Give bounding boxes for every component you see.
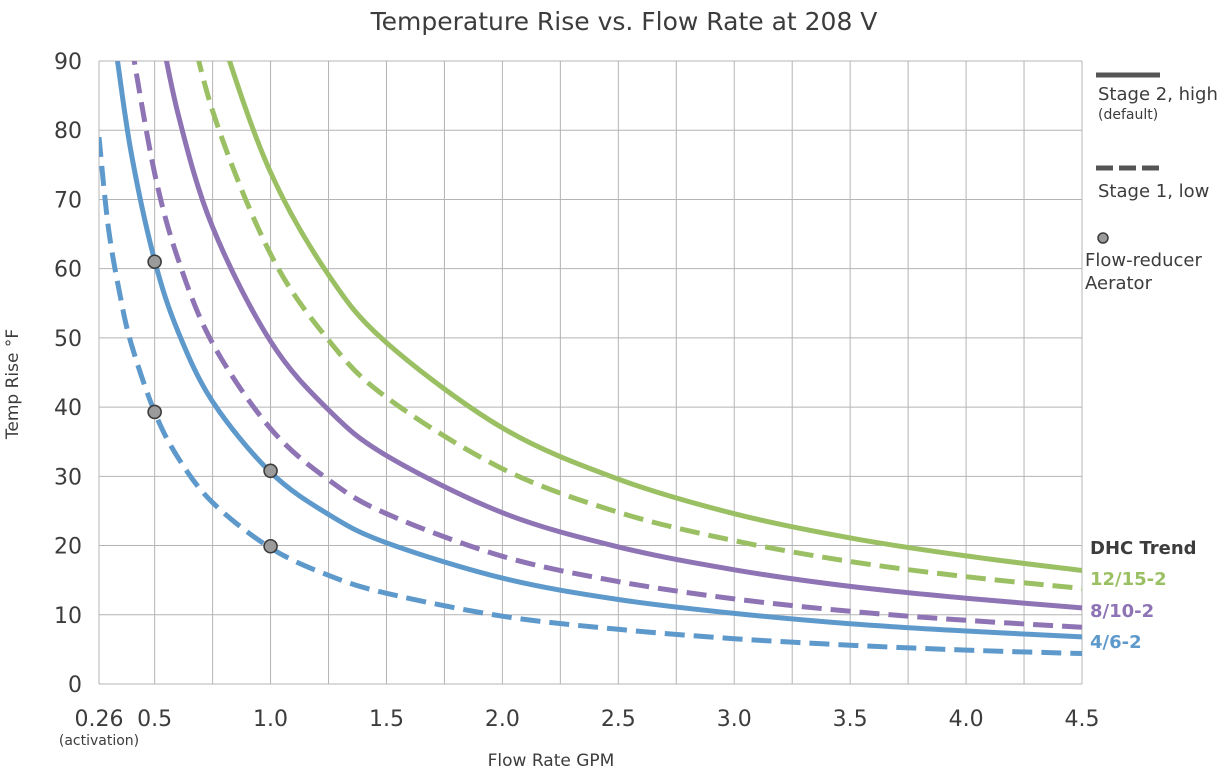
y-axis-label: Temp Rise °F: [3, 329, 23, 440]
legend-marker-label-line2: Aerator: [1085, 273, 1153, 294]
x-tick-label: 1.5: [369, 707, 404, 732]
y-tick-label: 80: [54, 119, 82, 144]
x-tick-label: 3.5: [833, 707, 868, 732]
x-tick-label: 1.0: [253, 707, 288, 732]
x-axis-label: Flow Rate GPM: [488, 751, 615, 771]
trend-legend: DHC Trend 12/15-2 8/10-2 4/6-2: [1090, 538, 1197, 653]
series-line-12-15-2-solid: [226, 61, 1082, 573]
y-tick-label: 10: [54, 604, 82, 629]
y-tick-label: 40: [54, 396, 82, 421]
y-tick-label: 30: [54, 465, 82, 490]
x-tick-label: 4.0: [949, 707, 984, 732]
legend-marker-sample: [1097, 232, 1109, 244]
series-line-8-10-2-solid: [163, 61, 1082, 611]
trend-legend-title: DHC Trend: [1090, 538, 1197, 559]
series-line-4-6-2-dashed: [99, 136, 1082, 656]
x-tick-label: 0.5: [137, 707, 172, 732]
trend-legend-item-8-10-2: 8/10-2: [1090, 601, 1154, 622]
legend: Stage 2, high (default) Stage 1, low Flo…: [1085, 72, 1218, 294]
x-tick-note: (activation): [59, 733, 139, 749]
flow-reducer-marker: [147, 404, 162, 420]
flow-reducer-marker: [263, 463, 278, 479]
series-layer: [99, 61, 1082, 656]
y-tick-label: 20: [54, 535, 82, 560]
x-tick-label: 4.5: [1065, 707, 1100, 732]
flow-reducer-marker: [147, 254, 162, 270]
x-tick-label: 3.0: [717, 707, 752, 732]
y-tick-label: 90: [54, 50, 82, 75]
x-tick-label: 0.26: [75, 707, 124, 732]
legend-dashed-label: Stage 1, low: [1098, 181, 1209, 202]
grid: [98, 60, 1083, 685]
marker-layer: [147, 254, 278, 554]
y-tick-label: 0: [68, 673, 82, 698]
legend-solid-label: Stage 2, high: [1098, 84, 1218, 105]
series-line-8-10-2-dashed: [131, 61, 1082, 630]
x-axis-ticks: 0.26 0.5 1.0 1.5 2.0 2.5 3.0 3.5 4.0 4.5 (activati…: [59, 707, 1100, 749]
legend-solid-note: (default): [1098, 107, 1158, 123]
y-tick-label: 50: [54, 327, 82, 352]
y-tick-label: 70: [54, 188, 82, 213]
y-tick-label: 60: [54, 258, 82, 283]
chart-title: Temperature Rise vs. Flow Rate at 208 V: [370, 7, 878, 36]
trend-legend-item-12-15-2: 12/15-2: [1090, 569, 1167, 590]
trend-legend-item-4-6-2: 4/6-2: [1090, 632, 1142, 653]
series-line-12-15-2-dashed: [196, 61, 1082, 591]
x-tick-label: 2.0: [485, 707, 520, 732]
flow-reducer-marker: [263, 538, 278, 554]
y-axis-ticks: 0 10 20 30 40 50 60 70 80 90: [54, 50, 82, 698]
x-tick-label: 2.5: [601, 707, 636, 732]
legend-marker-label-line1: Flow-reducer: [1085, 250, 1202, 271]
